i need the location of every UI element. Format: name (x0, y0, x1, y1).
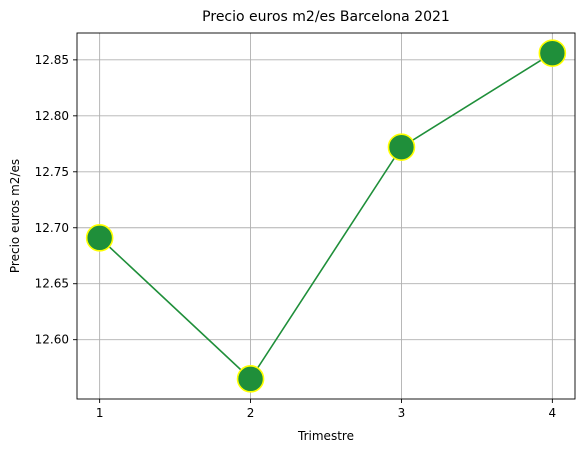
x-tick-label: 3 (398, 406, 406, 420)
data-point-marker (236, 365, 265, 393)
data-point-marker (538, 39, 567, 67)
y-axis-title: Precio euros m2/es (8, 159, 22, 273)
x-tick-label: 1 (96, 406, 104, 420)
x-tick-label: 2 (247, 406, 255, 420)
x-axis-title: Trimestre (297, 429, 354, 443)
grid (77, 33, 575, 399)
plot-frame (76, 32, 576, 400)
y-tick-label: 12.65 (35, 277, 69, 291)
y-tick-label: 12.70 (35, 221, 69, 235)
chart-title: Precio euros m2/es Barcelona 2021 (202, 9, 450, 25)
y-tick-label: 12.75 (35, 165, 69, 179)
y-axis: 12.60 12.65 12.70 12.75 12.80 12.85 (35, 53, 77, 347)
data-point-marker (85, 224, 114, 252)
y-tick-label: 12.85 (35, 53, 69, 67)
series-line (99, 52, 553, 381)
x-axis: 1 2 3 4 (96, 399, 556, 420)
y-tick-label: 12.80 (35, 109, 69, 123)
data-point-marker (387, 133, 416, 161)
series-layer (85, 39, 567, 393)
x-tick-label: 4 (549, 406, 557, 420)
y-tick-label: 12.60 (35, 333, 69, 347)
